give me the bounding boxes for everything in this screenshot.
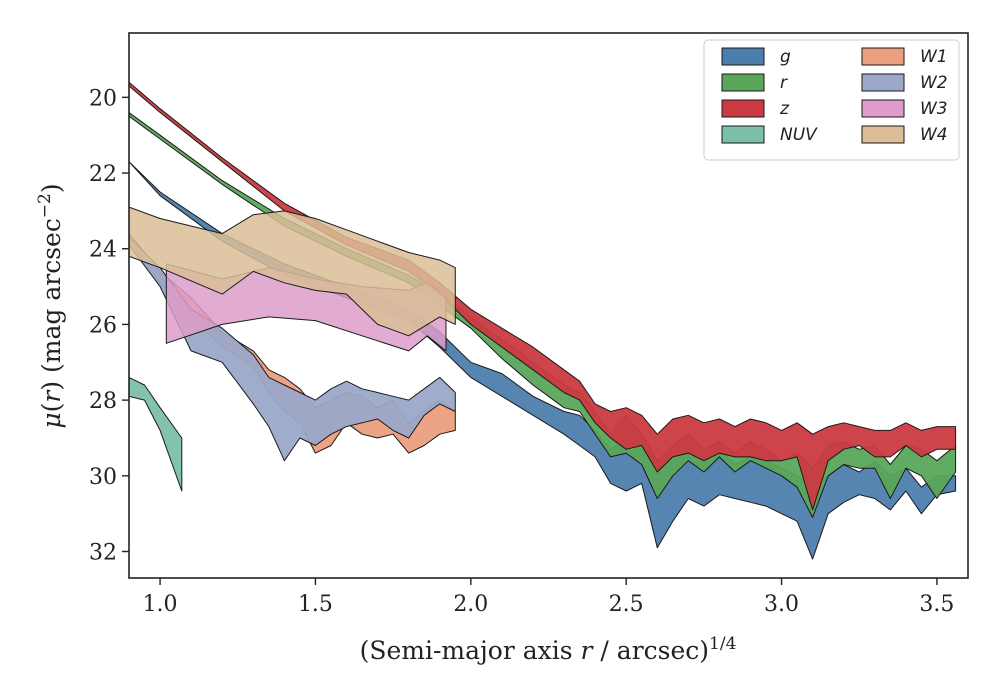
legend-swatch-w2 (861, 73, 905, 92)
y-axis-label-var: r (37, 389, 66, 403)
legend-swatch-g (721, 47, 765, 66)
legend-swatch-r (721, 73, 765, 92)
y-tick-label: 20 (89, 86, 117, 111)
x-tick-label: 2.5 (609, 592, 644, 617)
legend-label-w3: W3 (920, 99, 948, 119)
legend-label-w4: W4 (920, 125, 948, 145)
x-axis-label-exponent: 1/4 (709, 634, 736, 654)
x-tick-label: 3.0 (764, 592, 799, 617)
y-tick-label: 32 (89, 541, 117, 566)
x-tick-label: 3.5 (919, 592, 954, 617)
y-axis-label-open: ( (37, 403, 66, 413)
legend-swatch-w3 (861, 99, 905, 118)
series-layer (129, 81, 957, 560)
y-tick-label: 22 (89, 162, 117, 187)
ticks-layer: 1.0 1.5 2.0 2.5 3.0 3.5 20 22 24 26 28 30 32 (89, 86, 954, 617)
x-tick-label: 2.0 (453, 592, 488, 617)
series-band-z (129, 81, 957, 511)
series-band-nuv (129, 376, 183, 492)
x-axis-label-var: r (581, 636, 595, 665)
legend-label-nuv: NUV (780, 125, 818, 145)
y-tick-label: 24 (89, 238, 117, 263)
legend-swatch-nuv (721, 125, 765, 144)
x-tick-label: 1.0 (143, 592, 178, 617)
y-axis-label-units: ) (mag arcsec (37, 218, 66, 391)
legend-label-w1: W1 (920, 47, 948, 67)
y-axis-label-exponent: −2 (35, 193, 55, 218)
x-axis-label: (Semi-major axis r / arcsec)1/4 (360, 634, 737, 665)
series-band-w4 (129, 206, 456, 337)
legend-label-r: r (780, 73, 788, 93)
legend-swatch-w1 (861, 47, 905, 66)
legend-swatch-z (721, 99, 765, 118)
series-band-w2 (129, 236, 456, 462)
y-tick-label: 26 (89, 313, 117, 338)
y-axis-label: μ(r) (mag arcsec−2) (35, 183, 66, 428)
x-axis-label-prefix: (Semi-major axis (360, 636, 581, 665)
y-tick-label: 30 (89, 465, 117, 490)
x-axis-label-suffix: / arcsec) (592, 636, 709, 665)
legend-label-g: g (780, 47, 791, 67)
legend-swatch-w4 (861, 125, 905, 144)
legend-label-z: z (779, 99, 790, 119)
plot-frame (128, 32, 969, 579)
y-axis-label-mu: μ (37, 412, 66, 428)
y-axis-label-close: ) (37, 183, 66, 193)
legend: grz NUV W1 W2 W3 W4 (703, 39, 960, 161)
y-tick-label: 28 (89, 389, 117, 414)
legend-label-w2: W2 (920, 73, 948, 93)
x-tick-label: 1.5 (298, 592, 333, 617)
